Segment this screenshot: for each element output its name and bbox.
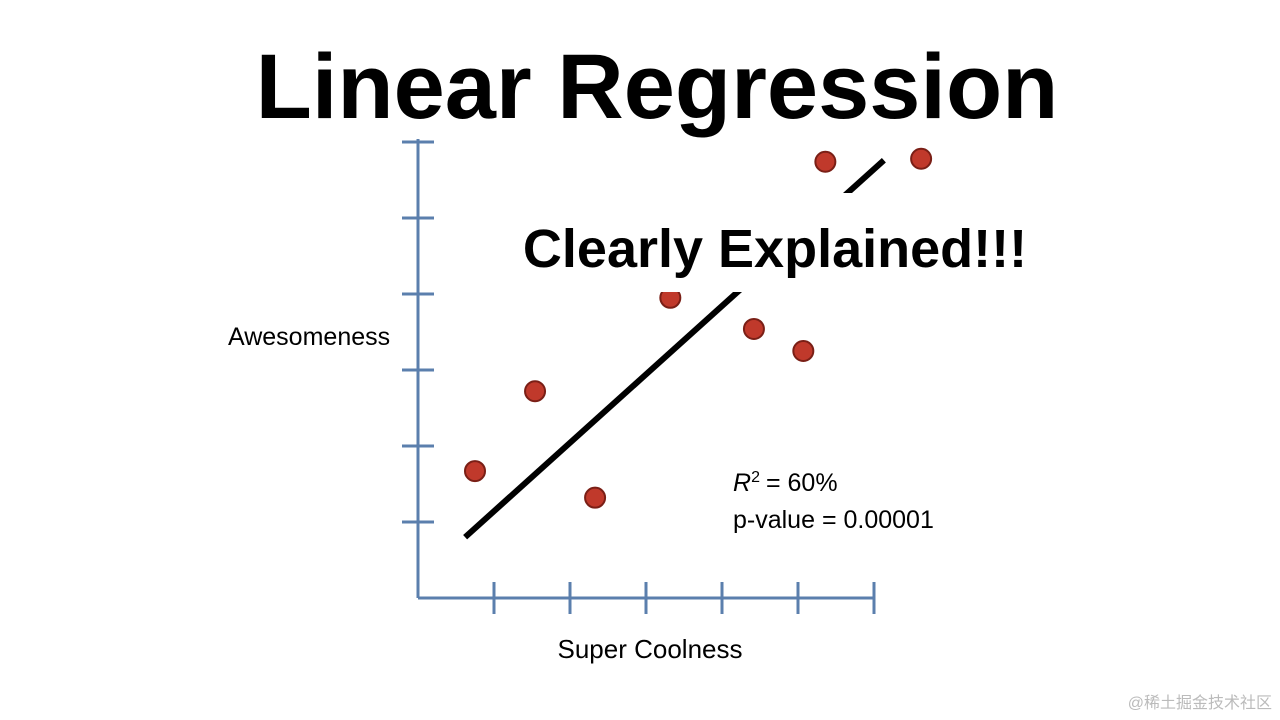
y-axis-label: Awesomeness (228, 323, 390, 351)
r-exponent: 2 (751, 469, 760, 486)
data-point (524, 380, 547, 403)
p-value: p-value = 0.00001 (733, 506, 934, 534)
data-point (584, 486, 607, 509)
plot: Clearly Explained!!! (402, 139, 1070, 614)
data-point (464, 460, 486, 483)
watermark: @稀土掘金技术社区 (1128, 694, 1272, 712)
r-value: = 60% (766, 469, 838, 497)
data-point (742, 317, 765, 340)
x-axis-label: Super Coolness (558, 634, 743, 664)
r-symbol: R (733, 469, 751, 497)
data-point (792, 340, 815, 362)
subtitle-background (480, 193, 1070, 292)
r-squared: R2 = 60% (733, 469, 838, 497)
data-point (814, 150, 837, 173)
subtitle: Clearly Explained!!! (523, 219, 1027, 279)
title: Linear Regression (256, 36, 1059, 138)
data-point (910, 147, 933, 170)
